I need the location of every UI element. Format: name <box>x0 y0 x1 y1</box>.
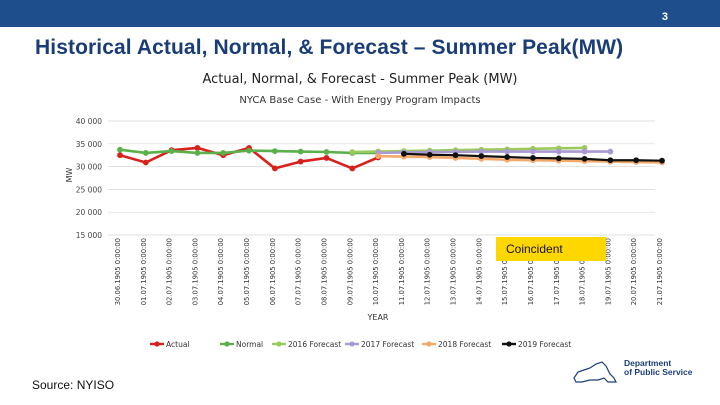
slide-number: 3 <box>661 11 668 23</box>
y-tick-label: 15 000 <box>76 231 102 240</box>
data-point-f2019 <box>478 153 485 160</box>
data-point-f2017 <box>555 148 562 155</box>
x-tick-label: 10.07.1905 0:00:00 <box>372 238 380 305</box>
x-tick-label: 12.07.1905 0:00:00 <box>424 238 432 305</box>
legend-marker-actual <box>154 341 160 347</box>
chart-subtitle: NYCA Base Case - With Energy Program Imp… <box>239 95 481 106</box>
data-point-f2019 <box>659 157 665 164</box>
data-point-normal <box>117 146 123 153</box>
data-point-f2019 <box>452 152 459 159</box>
logo-text: Department of Public Service <box>624 358 693 377</box>
legend-label: Actual <box>166 340 190 349</box>
data-point-normal <box>297 148 304 155</box>
chart-title: Actual, Normal, & Forecast - Summer Peak… <box>202 72 518 87</box>
x-tick-label: 19.07.1905 0:00:00 <box>604 238 612 305</box>
data-point-normal <box>168 148 175 154</box>
data-point-normal <box>271 148 278 154</box>
header-bar: 3 <box>0 0 720 27</box>
y-tick-label: 35 000 <box>76 140 102 149</box>
x-tick-label: 14.07.1905 0:00:00 <box>475 238 483 305</box>
data-point-f2019 <box>401 150 407 157</box>
legend-label: 2017 Forecast <box>361 340 414 349</box>
legend-label: 2018 Forecast <box>438 340 491 349</box>
data-point-f2017 <box>530 148 536 155</box>
x-tick-label: 16.07.1905 0:00:00 <box>527 238 535 305</box>
data-point-f2019 <box>633 157 640 164</box>
y-tick-label: 40 000 <box>76 117 102 126</box>
x-tick-label: 07.07.1905 0:00:00 <box>295 238 303 305</box>
data-point-actual <box>297 158 304 165</box>
data-point-normal <box>142 150 149 156</box>
data-point-actual <box>117 152 123 159</box>
source-note: Source: NYISO <box>32 378 115 392</box>
x-tick-label: 05.07.1905 0:00:00 <box>243 238 251 305</box>
x-tick-label: 09.07.1905 0:00:00 <box>346 238 354 305</box>
coincident-callout: Coincident <box>496 237 606 261</box>
slide-title: Historical Actual, Normal, & Forecast – … <box>35 36 624 59</box>
ny-state-map-icon <box>573 361 617 383</box>
data-point-f2019 <box>530 155 536 161</box>
x-tick-label: 08.07.1905 0:00:00 <box>320 238 328 305</box>
data-point-actual <box>194 145 201 151</box>
data-point-f2019 <box>607 157 614 164</box>
x-tick-label: 21.07.1905 0:00:00 <box>656 238 664 305</box>
series-line-f2016 <box>352 146 585 154</box>
x-tick-label: 01.07.1905 0:00:00 <box>140 238 148 305</box>
data-point-normal <box>323 149 330 155</box>
x-tick-label: 13.07.1905 0:00:00 <box>450 238 458 305</box>
legend-marker-f2018 <box>426 341 432 347</box>
data-point-f2016 <box>349 149 356 155</box>
y-tick-label: 25 000 <box>76 185 102 194</box>
data-point-f2017 <box>607 148 614 155</box>
x-tick-label: 15.07.1905 0:00:00 <box>501 238 509 305</box>
series-line-f2017 <box>378 150 611 155</box>
x-tick-label: 03.07.1905 0:00:00 <box>191 238 199 305</box>
data-point-normal <box>246 147 252 154</box>
data-point-f2019 <box>504 154 511 160</box>
x-tick-label: 18.07.1905 0:00:00 <box>579 238 587 305</box>
legend-marker-normal <box>224 341 230 347</box>
legend-label: Normal <box>236 340 263 349</box>
data-point-f2017 <box>504 148 511 155</box>
y-tick-label: 30 000 <box>76 163 102 172</box>
data-point-f2019 <box>555 155 562 162</box>
x-tick-label: 02.07.1905 0:00:00 <box>166 238 174 305</box>
data-point-f2017 <box>478 148 485 155</box>
data-point-actual <box>271 165 278 172</box>
legend-label: 2019 Forecast <box>518 340 571 349</box>
x-tick-label: 20.07.1905 0:00:00 <box>630 238 638 305</box>
y-tick-label: 20 000 <box>76 208 102 217</box>
legend-marker-f2019 <box>506 341 512 347</box>
data-point-f2019 <box>581 155 588 162</box>
legend-label: 2016 Forecast <box>288 340 341 349</box>
data-point-normal <box>220 150 227 156</box>
legend-marker-f2017 <box>349 341 355 347</box>
data-point-f2017 <box>581 148 588 155</box>
callout-text: Coincident <box>506 242 563 256</box>
x-tick-label: 11.07.1905 0:00:00 <box>398 238 406 305</box>
x-axis-label: YEAR <box>367 313 389 322</box>
data-point-actual <box>349 165 356 172</box>
series-line-f2018 <box>378 154 663 164</box>
nys-dps-logo: Department of Public Service <box>568 358 698 386</box>
x-tick-label: 30.06.1905 0:00:00 <box>114 238 122 305</box>
data-point-actual <box>142 159 149 166</box>
data-point-f2018 <box>375 153 381 160</box>
y-axis-label: MW <box>65 168 74 183</box>
data-point-f2019 <box>426 151 433 158</box>
x-tick-label: 04.07.1905 0:00:00 <box>217 238 225 305</box>
x-tick-label: 17.07.1905 0:00:00 <box>553 238 561 305</box>
data-point-normal <box>194 150 201 156</box>
legend-marker-f2016 <box>276 341 282 347</box>
x-tick-label: 06.07.1905 0:00:00 <box>269 238 277 305</box>
data-point-actual <box>323 155 330 161</box>
